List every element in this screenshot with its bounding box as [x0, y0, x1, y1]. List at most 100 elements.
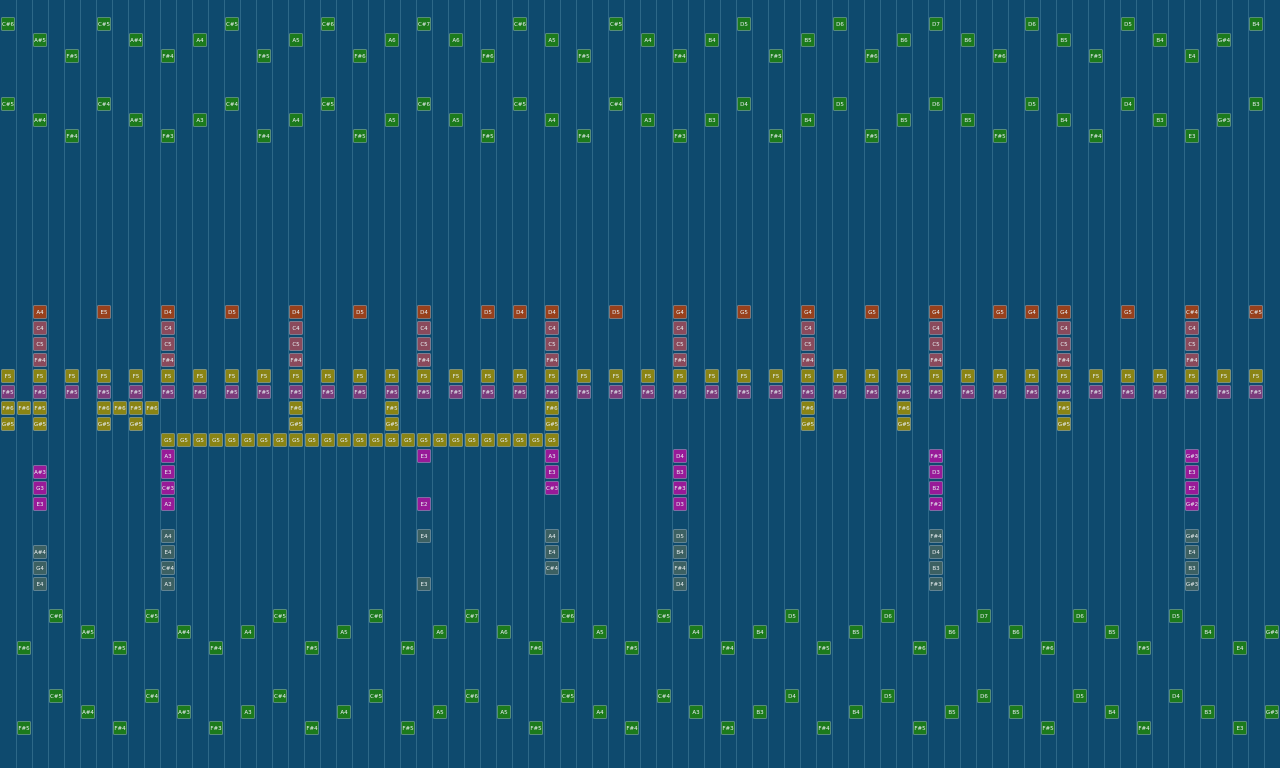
note-label: E4 — [421, 534, 428, 540]
note-label: F5 — [997, 374, 1004, 380]
note-box — [673, 321, 687, 335]
note: C#4 — [1185, 305, 1199, 319]
note: G#3 — [1185, 577, 1199, 591]
note-label: G#5 — [1058, 422, 1071, 428]
note-label: C5 — [420, 342, 428, 348]
note-label: A#5 — [34, 38, 46, 44]
note-label: C4 — [164, 326, 172, 332]
note-label: C#7 — [466, 614, 478, 620]
note-label: G#5 — [386, 422, 399, 428]
note: F5 — [385, 369, 399, 383]
note-box — [545, 353, 559, 367]
note-label: F5 — [901, 374, 908, 380]
note-label: F5 — [5, 374, 12, 380]
note-box — [193, 433, 207, 447]
note: F#5 — [801, 385, 815, 399]
note-box — [161, 305, 175, 319]
note: G#5 — [385, 417, 399, 431]
note-label: F5 — [101, 374, 108, 380]
note-box — [865, 305, 879, 319]
note-label: F#5 — [1218, 390, 1230, 396]
note: F5 — [1089, 369, 1103, 383]
note: B4 — [1153, 33, 1167, 47]
note-box — [417, 321, 431, 335]
note-label: G5 — [532, 438, 540, 444]
note: F#5 — [625, 641, 639, 655]
note-box — [673, 465, 687, 479]
note-box — [929, 545, 943, 559]
note-label: G5 — [324, 438, 332, 444]
note-label: F#4 — [306, 726, 318, 732]
note-box — [257, 433, 271, 447]
note-label: F#6 — [546, 406, 558, 412]
note: F#5 — [33, 401, 47, 415]
note-label: F#4 — [578, 134, 590, 140]
note-label: B3 — [676, 470, 684, 476]
note: G5 — [337, 433, 351, 447]
note-box — [161, 481, 175, 495]
note-label: C#5 — [274, 614, 286, 620]
note-box — [417, 577, 431, 591]
note: G5 — [737, 305, 751, 319]
note: G5 — [273, 433, 287, 447]
note: G#4 — [1217, 33, 1231, 47]
note-box — [593, 705, 607, 719]
note: C5 — [1185, 337, 1199, 351]
note-box — [1121, 369, 1135, 383]
note-box — [1089, 369, 1103, 383]
note: A4 — [545, 113, 559, 127]
note-box — [33, 305, 47, 319]
note: E2 — [417, 497, 431, 511]
note-box — [257, 49, 271, 63]
note-label: B4 — [676, 550, 684, 556]
note-box — [305, 433, 319, 447]
note: C#7 — [417, 17, 431, 31]
note: E4 — [545, 545, 559, 559]
note-box — [673, 49, 687, 63]
note-label: F#6 — [482, 54, 494, 60]
note-label: F5 — [1029, 374, 1036, 380]
note-box — [801, 113, 815, 127]
note-box — [401, 641, 415, 655]
note-label: G4 — [1060, 310, 1068, 316]
note: F#5 — [769, 49, 783, 63]
note-label: A3 — [164, 454, 172, 460]
note-box — [769, 385, 783, 399]
note: F5 — [33, 369, 47, 383]
note: F#4 — [1185, 353, 1199, 367]
note: F#4 — [33, 353, 47, 367]
note-box — [1089, 129, 1103, 143]
note: F5 — [449, 369, 463, 383]
note-box — [545, 33, 559, 47]
note-label: A5 — [292, 38, 300, 44]
note-label: F5 — [677, 374, 684, 380]
note: A#5 — [33, 33, 47, 47]
note-label: F#5 — [18, 726, 30, 732]
note: A5 — [497, 705, 511, 719]
note-label: F#5 — [258, 390, 270, 396]
note: F#4 — [161, 49, 175, 63]
note-box — [993, 305, 1007, 319]
note: D4 — [929, 545, 943, 559]
note-box — [833, 369, 847, 383]
note: C#5 — [609, 17, 623, 31]
note-label: F#5 — [226, 390, 238, 396]
note-box — [577, 369, 591, 383]
note-box — [929, 97, 943, 111]
note-label: F5 — [965, 374, 972, 380]
note-box — [1185, 129, 1199, 143]
note-label: G#3 — [1186, 454, 1199, 460]
note: G5 — [241, 433, 255, 447]
note: A4 — [337, 705, 351, 719]
note-label: F#5 — [194, 390, 206, 396]
note-box — [433, 625, 447, 639]
note-label: C#3 — [546, 486, 558, 492]
note-label: F5 — [261, 374, 268, 380]
note-label: F#5 — [402, 726, 414, 732]
note: C#4 — [161, 561, 175, 575]
note-box — [961, 113, 975, 127]
note-box — [577, 385, 591, 399]
note: F#5 — [1, 385, 15, 399]
note-box — [321, 433, 335, 447]
note-label: C#5 — [1250, 310, 1262, 316]
